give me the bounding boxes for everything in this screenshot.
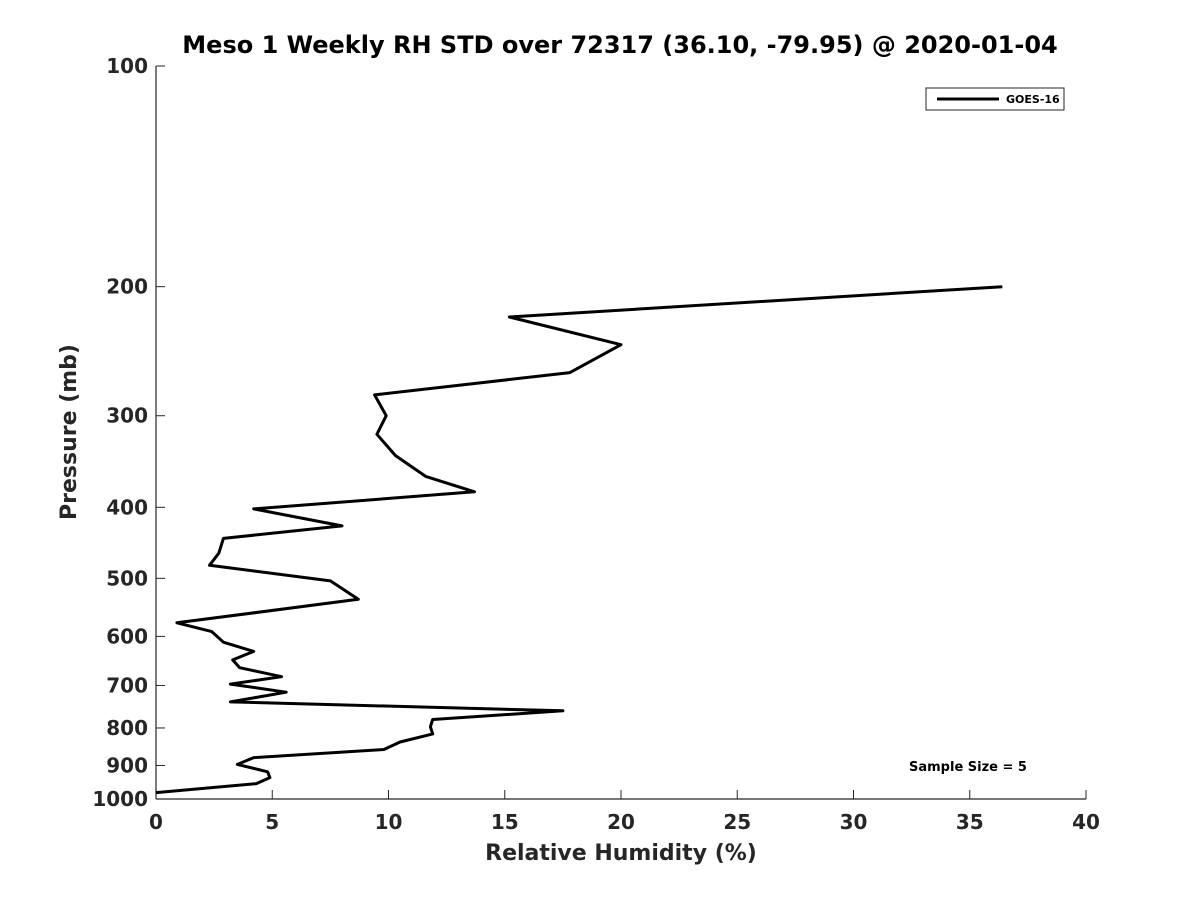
axis-ticks: 0 5 10 15 20 25 30 35 40 100 200 300 400 500 600 700 800… xyxy=(92,54,1100,834)
x-tick-label: 10 xyxy=(375,810,403,834)
x-tick-label: 15 xyxy=(491,810,519,834)
x-tick-label: 35 xyxy=(956,810,984,834)
y-tick-label: 700 xyxy=(106,673,148,697)
y-tick-label: 900 xyxy=(106,753,148,777)
x-tick-label: 40 xyxy=(1072,810,1100,834)
plot-area xyxy=(156,66,1086,799)
y-tick-label: 800 xyxy=(106,716,148,740)
y-tick-label: 500 xyxy=(106,566,148,590)
y-tick-label: 1000 xyxy=(92,787,148,811)
sample-size-annotation: Sample Size = 5 xyxy=(909,760,1027,775)
series-layer xyxy=(155,285,1003,795)
legend: GOES-16 xyxy=(925,87,1065,111)
y-tick-label: 400 xyxy=(106,495,148,519)
legend-label-goes-16: GOES-16 xyxy=(1006,93,1060,106)
x-tick-label: 0 xyxy=(149,810,163,834)
x-tick-label: 30 xyxy=(840,810,868,834)
x-axis-label: Relative Humidity (%) xyxy=(485,841,757,866)
chart-title: Meso 1 Weekly RH STD over 72317 (36.10, … xyxy=(182,31,1057,59)
y-tick-label: 200 xyxy=(106,275,148,299)
x-tick-label: 20 xyxy=(607,810,635,834)
x-tick-label: 25 xyxy=(723,810,751,834)
x-tick-label: 5 xyxy=(265,810,279,834)
y-tick-label: 300 xyxy=(106,404,148,428)
series-line-goes-16 xyxy=(155,285,1003,795)
y-axis-label: Pressure (mb) xyxy=(57,344,82,520)
y-tick-label: 100 xyxy=(106,54,148,78)
y-tick-label: 600 xyxy=(106,624,148,648)
